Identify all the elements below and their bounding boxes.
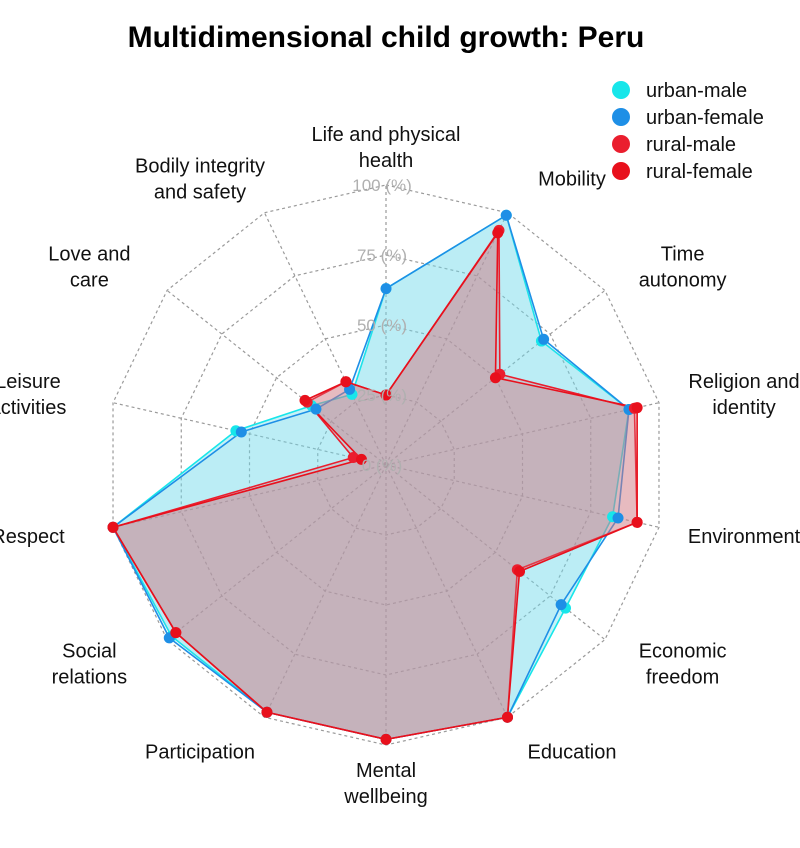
data-point-urban-female <box>538 333 550 345</box>
legend-marker-rural-female <box>612 162 630 180</box>
data-point-rural-female <box>631 516 643 528</box>
series-layer <box>107 209 643 745</box>
axis-label: Social relations <box>52 640 128 688</box>
data-point-rural-female <box>299 394 311 406</box>
axis-label: Religion and identity <box>688 371 799 419</box>
legend-marker-urban-female <box>612 108 630 126</box>
legend-label-rural-female: rural-female <box>646 161 753 183</box>
data-point-rural-female <box>107 521 119 533</box>
data-point-rural-male <box>347 452 359 464</box>
axis-label: Economic freedom <box>639 640 727 688</box>
data-point-rural-female <box>340 376 352 388</box>
data-point-rural-female <box>631 402 643 414</box>
axis-label: Life and physical health <box>312 124 461 172</box>
data-point-rural-female <box>261 706 273 718</box>
grid-spoke <box>385 464 509 718</box>
grid-spoke <box>385 212 509 466</box>
legend-label-rural-male: rural-male <box>646 134 736 156</box>
tick-labels: 0 (%) 25 (%) 50 (%) 75 (%) 100 (%) <box>352 176 412 475</box>
data-point-rural-female <box>489 372 501 384</box>
axis-label: Respect <box>0 526 65 548</box>
axis-label: Education <box>527 742 616 764</box>
grid-spoke <box>385 464 606 641</box>
grid-spoke <box>385 402 660 466</box>
tick-label: 100 (%) <box>352 176 412 195</box>
data-point-rural-female <box>492 227 504 239</box>
data-point-urban-female <box>235 426 247 438</box>
legend-marker-urban-male <box>612 81 630 99</box>
legend-label-urban-female: urban-female <box>646 107 764 129</box>
axis-label: Time autonomy <box>639 244 727 292</box>
tick-label: 75 (%) <box>357 246 407 265</box>
legend: urban-male urban-female rural-male rural-fe… <box>612 80 764 183</box>
axis-label: Love and care <box>48 244 130 292</box>
data-point-rural-female <box>355 453 367 465</box>
grid-spoke <box>166 464 387 641</box>
grid-spoke <box>263 464 387 718</box>
radar-grid <box>112 184 660 746</box>
grid-spoke <box>112 402 387 466</box>
data-point-rural-female <box>514 565 526 577</box>
data-point-urban-female <box>555 599 567 611</box>
data-point-rural-female <box>170 627 182 639</box>
axis-labels: Life and physical health Mobility Time auton… <box>0 124 800 808</box>
data-point-rural-female <box>380 733 392 745</box>
axis-label: Leisureactivities <box>0 371 66 419</box>
grid-spoke <box>385 464 660 528</box>
axis-label: Mobility <box>538 168 606 190</box>
data-point-rural-female <box>380 389 392 401</box>
grid-spoke <box>263 212 387 466</box>
grid-ring-100 <box>112 184 660 746</box>
legend-label-urban-male: urban-male <box>646 80 747 102</box>
data-point-urban-female <box>500 209 512 221</box>
axis-label: Environment <box>688 526 800 548</box>
chart-title: Multidimensional child growth: Peru <box>128 21 645 54</box>
data-point-rural-female <box>501 711 513 723</box>
axis-label: Mental wellbeing <box>343 760 427 808</box>
tick-label: 50 (%) <box>357 316 407 335</box>
tick-label: 25 (%) <box>357 386 407 405</box>
legend-marker-rural-male <box>612 135 630 153</box>
tick-label: 0 (%) <box>362 456 403 475</box>
data-point-urban-female <box>380 283 392 295</box>
axis-label: Bodily integrity and safety <box>135 155 265 203</box>
grid-spoke <box>112 464 387 528</box>
grid-ring-50 <box>248 324 524 606</box>
grid-spoke <box>166 289 387 466</box>
grid-ring-25 <box>317 394 455 536</box>
data-point-urban-female <box>310 403 322 415</box>
axis-label: Participation <box>145 742 255 764</box>
data-point-urban-female <box>612 512 624 524</box>
